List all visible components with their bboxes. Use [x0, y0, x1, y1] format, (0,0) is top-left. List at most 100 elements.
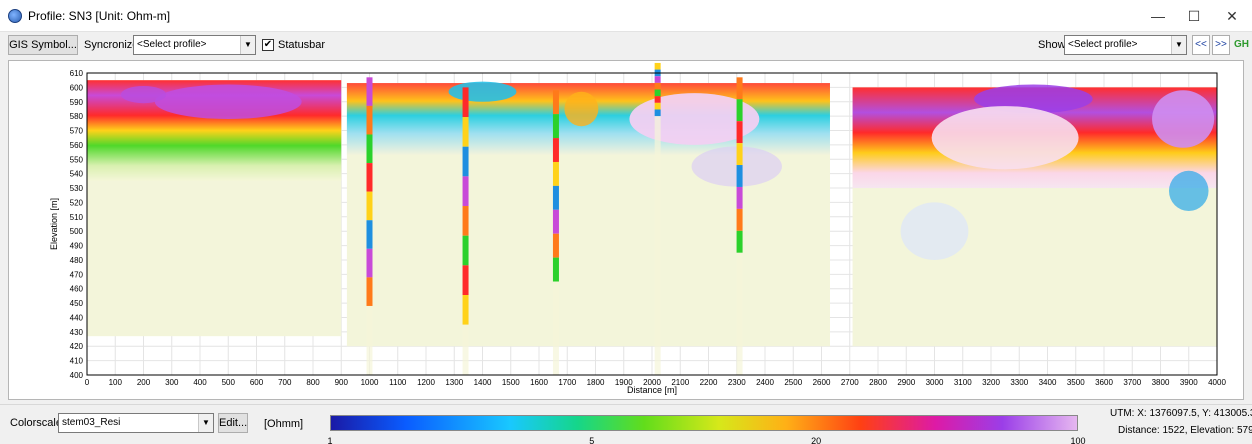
borehole-segment: [366, 220, 373, 249]
x-tick-label: 500: [222, 378, 236, 387]
y-tick-label: 470: [70, 270, 84, 279]
colorscale-select[interactable]: stem03_Resi ▼: [58, 413, 214, 433]
plot-frame: [86, 72, 1218, 376]
y-tick-label: 520: [70, 198, 84, 207]
x-tick-label: 300: [165, 378, 179, 387]
borehole-tail: [462, 324, 469, 375]
dropdown-arrow-icon: ▼: [240, 36, 255, 54]
resistivity-profile-chart[interactable]: 0 100 200 300 400 500 600 700 800 900 1000 1100 1200…: [9, 61, 1245, 401]
x-tick-label: 1300: [445, 378, 463, 387]
y-tick-label: 400: [70, 371, 84, 380]
syncronize-select-value: <Select profile>: [137, 39, 207, 50]
colorbar-tick-label: 20: [811, 436, 822, 444]
dropdown-arrow-icon: ▼: [1171, 36, 1186, 54]
borehole-segment: [366, 191, 373, 221]
y-tick-label: 460: [70, 285, 84, 294]
borehole-segment: [654, 62, 661, 70]
syncronize-select[interactable]: <Select profile> ▼: [133, 35, 256, 55]
borehole-segment: [736, 230, 743, 253]
y-tick-label: 580: [70, 112, 84, 121]
x-tick-label: 2700: [841, 378, 859, 387]
statusbar-checkbox[interactable]: ✔: [262, 39, 274, 51]
x-tick-label: 3700: [1123, 378, 1141, 387]
x-tick-label: 400: [193, 378, 207, 387]
minimize-button[interactable]: —: [1151, 8, 1165, 24]
app-globe-icon: [8, 9, 22, 23]
resistivity-anomaly: [1152, 90, 1215, 148]
x-tick-label: 2100: [671, 378, 689, 387]
borehole-segment: [654, 76, 661, 83]
maximize-button[interactable]: ☐: [1187, 8, 1201, 24]
x-tick-label: 800: [306, 378, 320, 387]
utm-coordinate-readout: UTM: X: 1376097.5, Y: 413005.3: [1110, 408, 1252, 419]
grid-toggle-icon[interactable]: GH: [1234, 39, 1249, 50]
x-tick-label: 2500: [784, 378, 802, 387]
y-tick-label: 420: [70, 342, 84, 351]
y-tick-label: 530: [70, 184, 84, 193]
borehole-segment: [654, 96, 661, 103]
borehole-segment: [366, 163, 373, 192]
resistivity-anomaly: [931, 106, 1079, 170]
close-button[interactable]: ✕: [1226, 8, 1238, 24]
x-tick-label: 1800: [587, 378, 605, 387]
dropdown-arrow-icon: ▼: [198, 414, 213, 432]
resistivity-anomalies: [120, 81, 1215, 260]
y-tick-label: 410: [70, 357, 84, 366]
x-tick-label: 1900: [615, 378, 633, 387]
x-tick-label: 3200: [982, 378, 1000, 387]
show-select[interactable]: <Select profile> ▼: [1064, 35, 1187, 55]
y-tick-label: 480: [70, 256, 84, 265]
y-tick-label: 450: [70, 299, 84, 308]
borehole-segment: [654, 109, 661, 117]
next-profile-button[interactable]: >>: [1212, 35, 1230, 55]
resistivity-anomaly: [974, 84, 1093, 114]
colorbar-tick-label: 1: [327, 436, 333, 444]
borehole-segment: [736, 208, 743, 231]
y-tick-label: 540: [70, 170, 84, 179]
x-tick-label: 1200: [417, 378, 435, 387]
x-tick-label: 4000: [1208, 378, 1226, 387]
borehole-segment: [736, 121, 743, 144]
resistivity-anomaly: [448, 81, 517, 102]
borehole-segment: [736, 99, 743, 122]
colorbar-tick-label: 100: [1070, 436, 1086, 444]
y-tick-label: 490: [70, 242, 84, 251]
toolbar: GIS Symbol... Syncronize <Select profile…: [0, 33, 1252, 57]
axis-ticks: 0 100 200 300 400 500 600 700 800 900 1000 1100 1200…: [70, 69, 1227, 387]
borehole-segment: [654, 102, 661, 110]
borehole-segment: [552, 114, 559, 139]
x-tick-label: 2200: [700, 378, 718, 387]
y-tick-label: 560: [70, 141, 84, 150]
y-tick-label: 610: [70, 69, 84, 78]
borehole-segment: [552, 161, 559, 186]
borehole-tail: [736, 252, 743, 375]
borehole-segment: [736, 186, 743, 209]
borehole-segment: [462, 117, 469, 147]
resistivity-anomaly: [629, 93, 760, 145]
borehole-segment: [366, 248, 373, 278]
x-tick-label: 3500: [1067, 378, 1085, 387]
y-tick-label: 600: [70, 83, 84, 92]
borehole-segment: [552, 209, 559, 234]
x-tick-label: 3900: [1180, 378, 1198, 387]
y-tick-label: 550: [70, 155, 84, 164]
previous-profile-button[interactable]: <<: [1192, 35, 1210, 55]
unit-label: [Ohmm]: [264, 418, 304, 430]
borehole-segment: [462, 265, 469, 296]
borehole-segment: [552, 138, 559, 162]
x-tick-label: 0: [85, 378, 90, 387]
resistivity-anomaly: [154, 84, 302, 120]
x-tick-label: 2800: [869, 378, 887, 387]
y-tick-label: 590: [70, 98, 84, 107]
borehole-segment: [462, 146, 469, 177]
colorscale-bar: Colorscale stem03_Resi ▼ Edit... [Ohmm] …: [0, 404, 1252, 444]
y-tick-label: 430: [70, 328, 84, 337]
x-tick-label: 1500: [502, 378, 520, 387]
edit-colorscale-button[interactable]: Edit...: [218, 413, 248, 433]
borehole-columns: [366, 62, 743, 375]
gis-symbol-button[interactable]: GIS Symbol...: [8, 35, 78, 55]
x-tick-label: 600: [250, 378, 264, 387]
x-tick-label: 1100: [389, 378, 407, 387]
borehole-segment: [366, 134, 373, 164]
borehole-segment: [366, 77, 373, 106]
